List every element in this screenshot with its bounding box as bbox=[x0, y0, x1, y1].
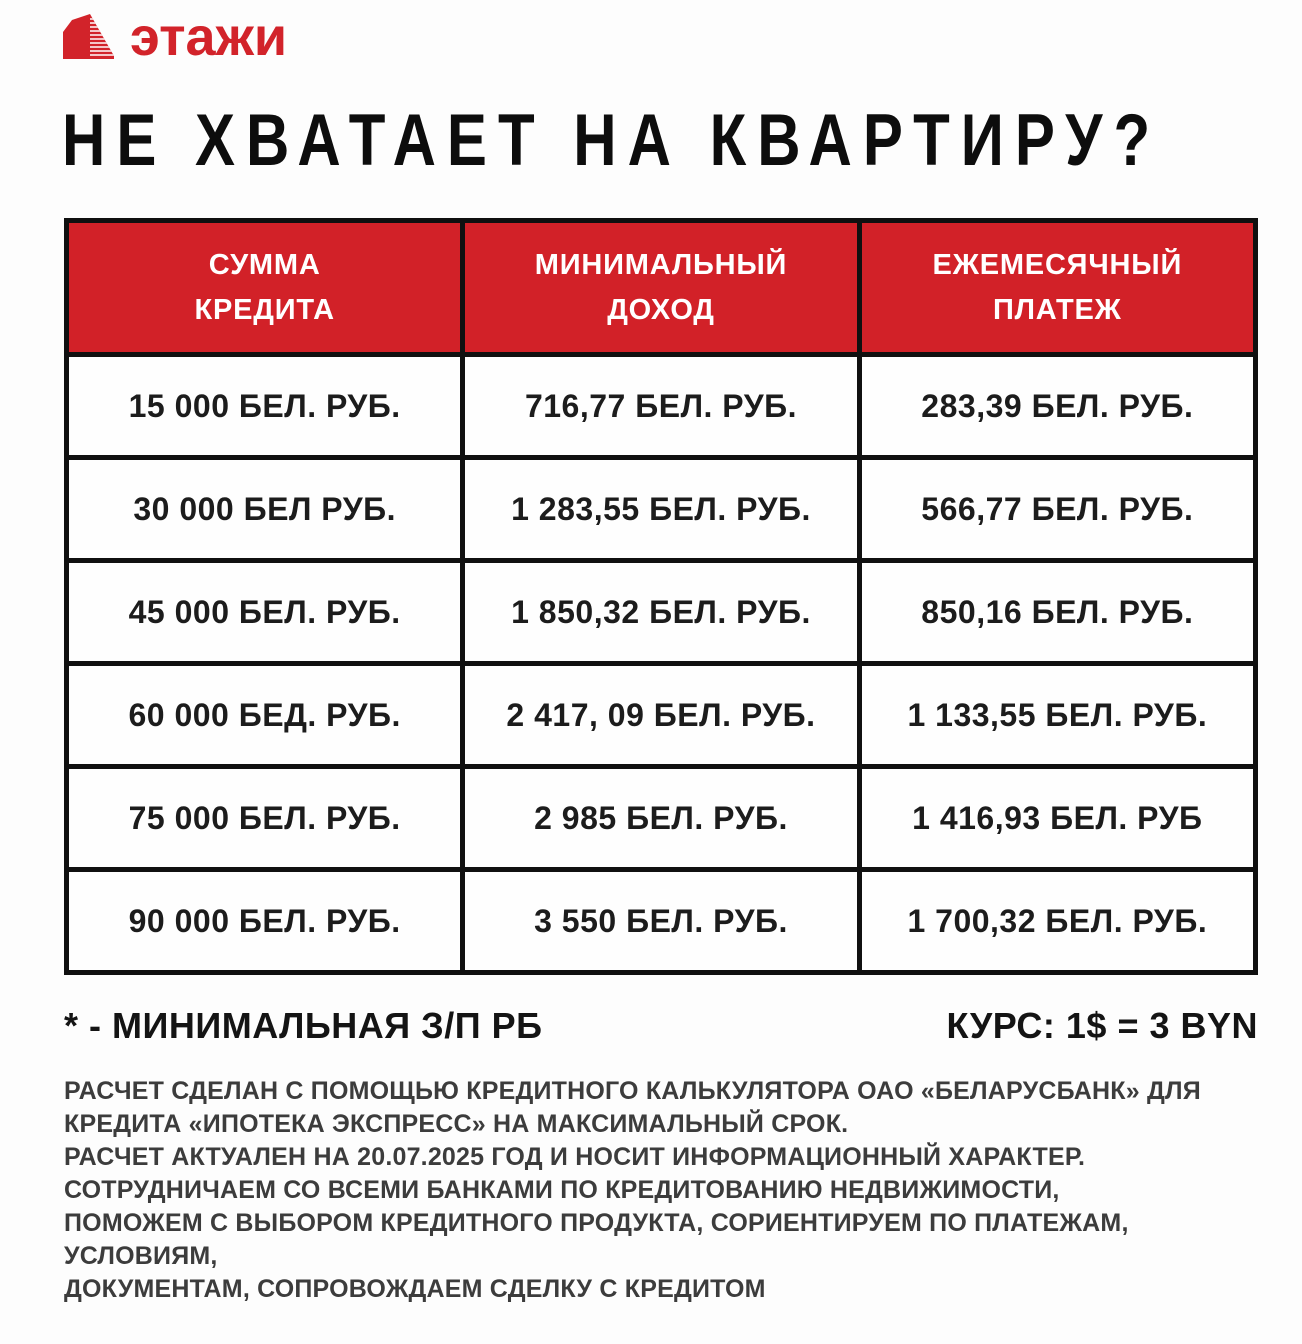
disclaimer-line: ПОМОЖЕМ С ВЫБОРОМ КРЕДИТНОГО ПРОДУКТА, С… bbox=[64, 1209, 1129, 1237]
credit-sum-cell: 30 000 БЕЛ РУБ. bbox=[63, 455, 466, 563]
title-wrap: НЕ ХВАТАЕТ НА КВАРТИРУ? bbox=[62, 98, 1302, 218]
monthly-payment-cell: 1 700,32 БЕЛ. РУБ. bbox=[856, 867, 1259, 975]
monthly-payment-cell: 1 416,93 БЕЛ. РУБ bbox=[856, 764, 1259, 872]
monthly-payment-cell: 566,77 БЕЛ. РУБ. bbox=[856, 455, 1259, 563]
header-line: СУММА bbox=[208, 248, 321, 281]
credit-sum-cell: 90 000 БЕЛ. РУБ. bbox=[63, 867, 466, 975]
header-line: ПЛАТЕЖ bbox=[992, 293, 1122, 326]
credit-sum-cell: 60 000 БЕД. РУБ. bbox=[63, 661, 466, 769]
table-row: 30 000 БЕЛ РУБ. 1 283,55 БЕЛ. РУБ. 566,7… bbox=[63, 455, 1259, 563]
header-line: ЕЖЕМЕСЯЧНЫЙ bbox=[932, 248, 1183, 281]
header-line: МИНИМАЛЬНЫЙ bbox=[534, 248, 788, 281]
table-row: 90 000 БЕЛ. РУБ. 3 550 БЕЛ. РУБ. 1 700,3… bbox=[63, 867, 1259, 975]
credit-sum-cell: 75 000 БЕЛ. РУБ. bbox=[63, 764, 466, 872]
disclaimer-line: КРЕДИТА «ИПОТЕКА ЭКСПРЕСС» НА МАКСИМАЛЬН… bbox=[64, 1110, 849, 1138]
column-header-credit-sum: СУММА КРЕДИТА bbox=[63, 218, 466, 357]
table-row: 75 000 БЕЛ. РУБ. 2 985 БЕЛ. РУБ. 1 416,9… bbox=[63, 764, 1259, 872]
min-income-cell: 1 850,32 БЕЛ. РУБ. bbox=[460, 558, 862, 666]
monthly-payment-cell: 283,39 БЕЛ. РУБ. bbox=[856, 352, 1259, 460]
disclaimer-line: РАСЧЕТ СДЕЛАН С ПОМОЩЬЮ КРЕДИТНОГО КАЛЬК… bbox=[64, 1077, 1201, 1105]
page-title: НЕ ХВАТАЕТ НА КВАРТИРУ? bbox=[62, 99, 1162, 181]
monthly-payment-cell: 1 133,55 БЕЛ. РУБ. bbox=[856, 661, 1259, 769]
min-income-cell: 1 283,55 БЕЛ. РУБ. bbox=[460, 455, 862, 563]
column-header-min-income: МИНИМАЛЬНЫЙ ДОХОД bbox=[460, 218, 862, 357]
header-line: ДОХОД bbox=[607, 293, 715, 326]
credit-sum-cell: 45 000 БЕЛ. РУБ. bbox=[63, 558, 466, 666]
credit-table: СУММА КРЕДИТА МИНИМАЛЬНЫЙ ДОХОД ЕЖЕМЕСЯЧ… bbox=[63, 218, 1259, 975]
disclaimer-line: СОТРУДНИЧАЕМ СО ВСЕМИ БАНКАМИ ПО КРЕДИТО… bbox=[64, 1176, 1060, 1204]
min-income-cell: 3 550 БЕЛ. РУБ. bbox=[460, 867, 862, 975]
disclaimer-line: РАСЧЕТ АКТУАЛЕН НА 20.07.2025 ГОД И НОСИ… bbox=[64, 1143, 1086, 1171]
disclaimer: РАСЧЕТ СДЕЛАН С ПОМОЩЬЮ КРЕДИТНОГО КАЛЬК… bbox=[64, 1075, 1258, 1306]
min-income-cell: 716,77 БЕЛ. РУБ. bbox=[460, 352, 862, 460]
disclaimer-line: УСЛОВИЯМ, bbox=[64, 1242, 218, 1270]
table-row: 15 000 БЕЛ. РУБ. 716,77 БЕЛ. РУБ. 283,39… bbox=[63, 352, 1259, 460]
disclaimer-line: ДОКУМЕНТАМ, СОПРОВОЖДАЕМ СДЕЛКУ С КРЕДИТ… bbox=[64, 1275, 766, 1303]
brand-logo: этажи bbox=[0, 0, 1302, 66]
min-income-cell: 2 417, 09 БЕЛ. РУБ. bbox=[460, 661, 862, 769]
credit-sum-cell: 15 000 БЕЛ. РУБ. bbox=[63, 352, 466, 460]
monthly-payment-cell: 850,16 БЕЛ. РУБ. bbox=[856, 558, 1259, 666]
min-income-cell: 2 985 БЕЛ. РУБ. bbox=[460, 764, 862, 872]
table-header-row: СУММА КРЕДИТА МИНИМАЛЬНЫЙ ДОХОД ЕЖЕМЕСЯЧ… bbox=[63, 218, 1259, 357]
footnote-row: * - МИНИМАЛЬНАЯ З/П РБ КУРС: 1$ = 3 BYN bbox=[64, 1005, 1258, 1047]
column-header-monthly-payment: ЕЖЕМЕСЯЧНЫЙ ПЛАТЕЖ bbox=[856, 218, 1259, 357]
footnote-min-salary: * - МИНИМАЛЬНАЯ З/П РБ bbox=[64, 1005, 543, 1046]
etazhi-house-icon bbox=[60, 12, 118, 62]
table-row: 60 000 БЕД. РУБ. 2 417, 09 БЕЛ. РУБ. 1 1… bbox=[63, 661, 1259, 769]
brand-name: этажи bbox=[130, 7, 288, 67]
exchange-rate: КУРС: 1$ = 3 BYN bbox=[946, 1005, 1258, 1046]
table-row: 45 000 БЕЛ. РУБ. 1 850,32 БЕЛ. РУБ. 850,… bbox=[63, 558, 1259, 666]
header-line: КРЕДИТА bbox=[194, 293, 335, 326]
